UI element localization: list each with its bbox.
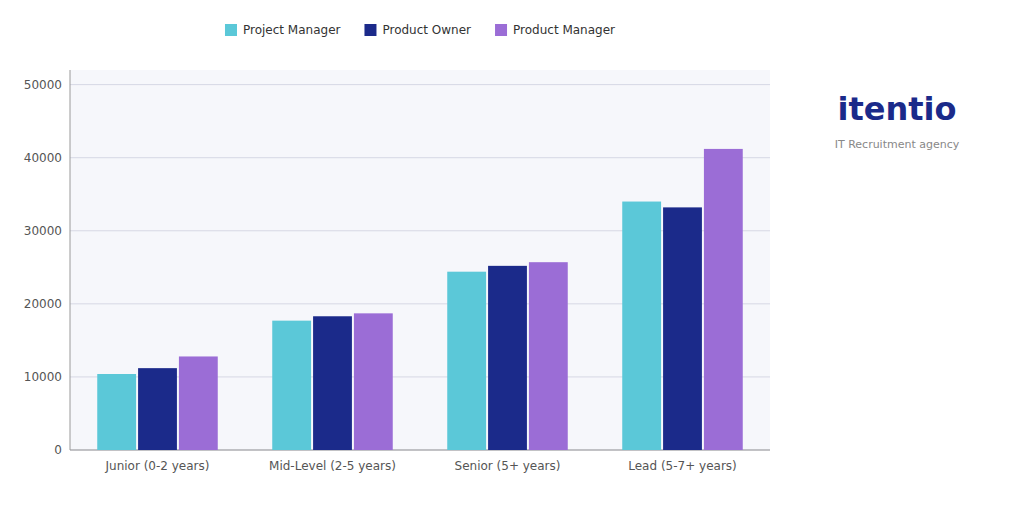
bar [272,321,311,450]
bars [97,149,743,450]
legend-label: Product Owner [382,23,471,37]
bar [622,202,661,450]
y-tick-label: 30000 [24,224,62,238]
legend-label: Project Manager [243,23,341,37]
bar [447,272,486,450]
y-tick-label: 50000 [24,78,62,92]
x-tick-label: Mid-Level (2-5 years) [269,459,396,473]
bar [663,207,702,450]
y-tick-label: 40000 [24,151,62,165]
y-grid [70,85,770,450]
legend-swatch [364,24,376,36]
bar [313,316,352,450]
chart-container: 0 10000 20000 30000 40000 50000 Junior (0-2 ye… [0,0,1024,512]
bar [179,356,218,450]
bar [354,313,393,450]
bar [529,262,568,450]
y-axis-line [70,70,71,450]
y-tick-label: 0 [54,443,62,457]
x-tick-label: Senior (5+ years) [455,459,561,473]
legend-swatch [225,24,237,36]
bar [704,149,743,450]
chart-svg: 0 10000 20000 30000 40000 50000 Junior (0-2 ye… [0,0,1024,512]
bar [97,374,136,450]
plot-background [70,70,770,450]
y-tick-label: 10000 [24,370,62,384]
grid-line [70,84,770,85]
bar [488,266,527,450]
subtitle: IT Recruitment agency [835,138,960,151]
legend: Project Manager Product Owner Product Mana… [225,23,615,37]
x-tick-label: Lead (5-7+ years) [628,459,737,473]
bar [138,368,177,450]
legend-swatch [495,24,507,36]
x-tick-label: Junior (0-2 years) [105,459,210,473]
title: itentio [838,90,957,128]
y-tick-label: 20000 [24,297,62,311]
legend-label: Product Manager [513,23,615,37]
grid-line [70,157,770,158]
